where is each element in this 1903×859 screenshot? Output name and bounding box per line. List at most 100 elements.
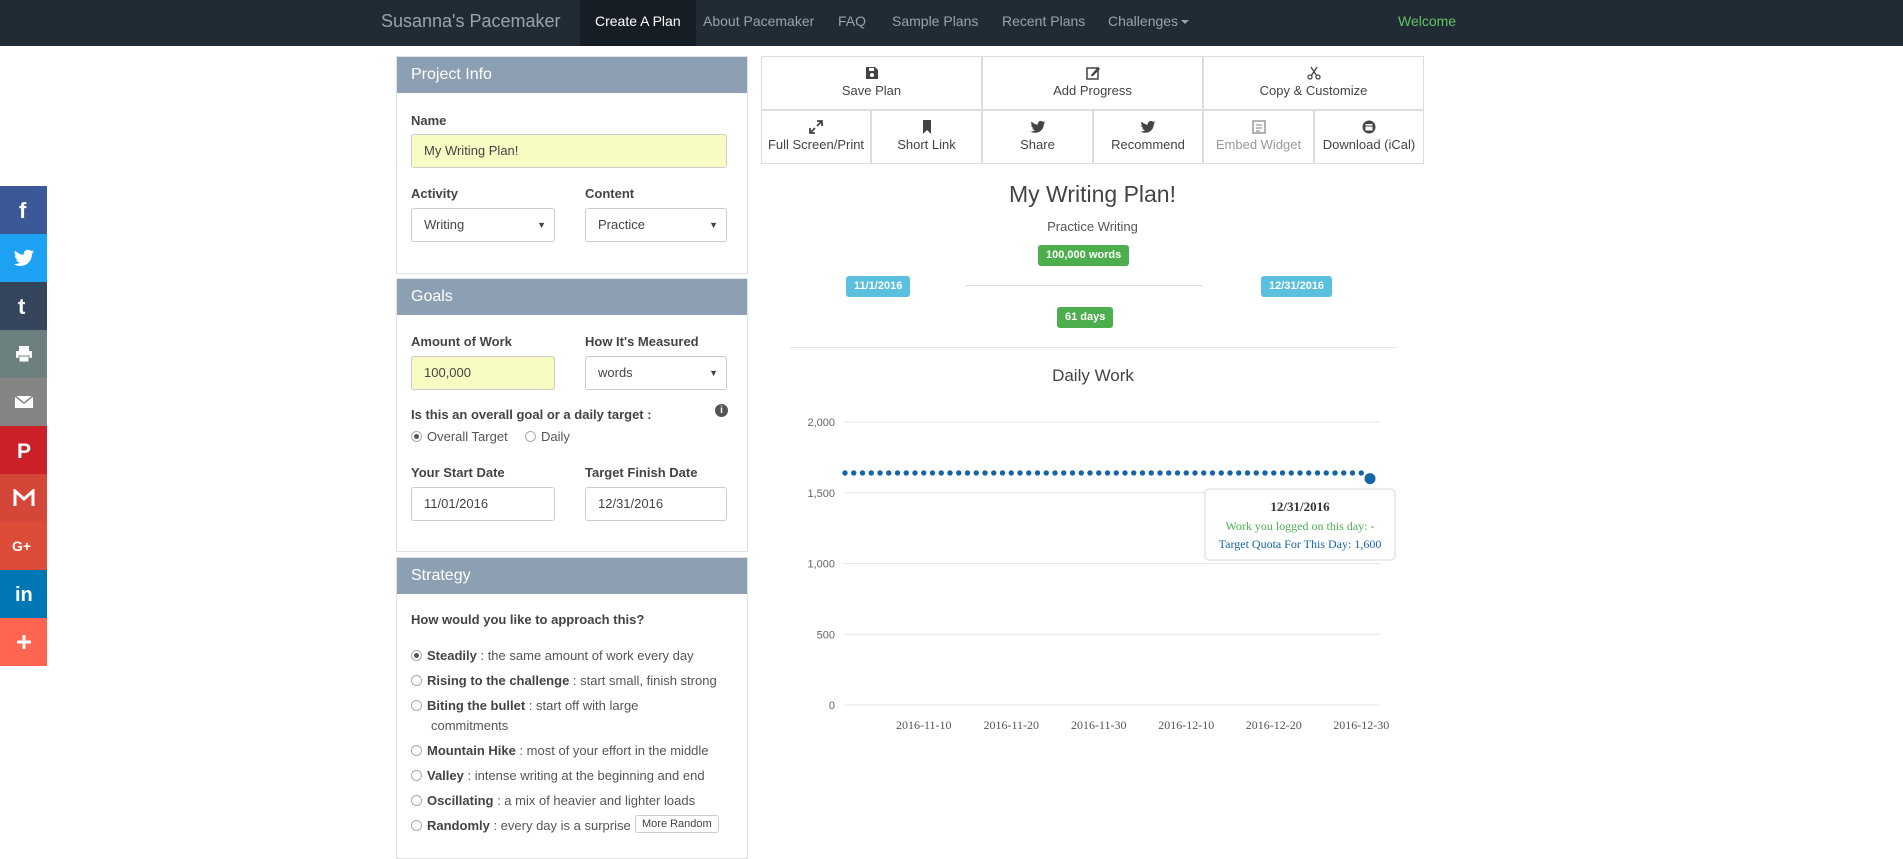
more-random-button[interactable]: More Random (635, 815, 719, 833)
data-point[interactable] (956, 470, 962, 476)
data-point[interactable] (1087, 470, 1093, 476)
highlighted-data-point[interactable] (1364, 473, 1376, 485)
facebook-share-button[interactable]: f (0, 186, 47, 234)
linkedin-share-button[interactable]: in (0, 570, 47, 618)
data-point[interactable] (973, 470, 979, 476)
data-point[interactable] (868, 470, 874, 476)
data-point[interactable] (1323, 470, 1329, 476)
data-point[interactable] (1253, 470, 1259, 476)
data-point[interactable] (1166, 470, 1172, 476)
gmail-share-button[interactable] (0, 474, 47, 522)
strategy-option-randomly[interactable]: Randomly : every day is a surprise (411, 818, 631, 833)
data-point[interactable] (1314, 470, 1321, 476)
nav-create-plan[interactable]: Create A Plan (580, 0, 696, 46)
googleplus-share-button[interactable]: G+ (0, 522, 47, 570)
data-point[interactable] (1201, 470, 1207, 476)
data-point[interactable] (1008, 470, 1014, 476)
brand-link[interactable]: Susanna's Pacemaker (381, 11, 561, 31)
data-point[interactable] (1017, 470, 1023, 476)
data-point[interactable] (877, 470, 883, 476)
data-point[interactable] (1236, 470, 1242, 476)
data-point[interactable] (1209, 470, 1216, 476)
amount-input[interactable]: 100,000 (411, 356, 555, 390)
data-point[interactable] (964, 470, 971, 476)
data-point[interactable] (1113, 470, 1119, 476)
overall-target-radio[interactable]: Overall Target (411, 429, 508, 444)
data-point[interactable] (1148, 470, 1154, 476)
data-point[interactable] (947, 470, 953, 476)
nav-challenges[interactable]: Challenges (1108, 0, 1190, 46)
data-point[interactable] (1139, 470, 1146, 476)
data-point[interactable] (999, 470, 1006, 476)
data-point[interactable] (1262, 470, 1268, 476)
data-point[interactable] (1061, 470, 1067, 476)
data-point[interactable] (1183, 470, 1189, 476)
more-share-button[interactable] (0, 618, 47, 666)
data-point[interactable] (1122, 470, 1128, 476)
strategy-option-rising[interactable]: Rising to the challenge : start small, f… (411, 673, 717, 688)
twitter-share-button[interactable] (0, 234, 47, 282)
data-point[interactable] (938, 470, 944, 476)
data-point[interactable] (991, 470, 997, 476)
download-ical-button[interactable]: Download (iCal) (1314, 110, 1424, 164)
fullscreen-button[interactable]: Full Screen/Print (761, 110, 871, 164)
data-point[interactable] (1096, 470, 1102, 476)
pinterest-share-button[interactable]: P (0, 426, 47, 474)
data-point[interactable] (1157, 470, 1163, 476)
share-button[interactable]: Share (982, 110, 1093, 164)
nav-faq[interactable]: FAQ (838, 13, 867, 29)
nav-about[interactable]: About Pacemaker (703, 13, 815, 29)
add-progress-button[interactable]: Add Progress (982, 56, 1203, 110)
data-point[interactable] (1174, 470, 1181, 476)
daily-radio[interactable]: Daily (525, 429, 570, 444)
data-point[interactable] (1306, 470, 1312, 476)
data-point[interactable] (1218, 470, 1224, 476)
data-point[interactable] (1244, 470, 1251, 476)
data-point[interactable] (1069, 470, 1076, 476)
data-point[interactable] (1227, 470, 1233, 476)
data-point[interactable] (894, 470, 901, 476)
data-point[interactable] (1043, 470, 1049, 476)
plan-name-input[interactable]: My Writing Plan! (411, 134, 727, 168)
info-icon[interactable]: i (715, 404, 728, 417)
data-point[interactable] (1341, 470, 1347, 476)
strategy-option-biting[interactable]: Biting the bullet : start off with large (411, 698, 638, 713)
data-point[interactable] (1271, 470, 1277, 476)
save-plan-button[interactable]: Save Plan (761, 56, 982, 110)
welcome-link[interactable]: Welcome (1398, 13, 1457, 29)
data-point[interactable] (1358, 470, 1364, 476)
start-date-input[interactable]: 11/01/2016 (411, 487, 555, 521)
activity-select[interactable]: Writing ▼ (411, 208, 555, 242)
data-point[interactable] (921, 470, 927, 476)
copy-customize-button[interactable]: Copy & Customize (1203, 56, 1424, 110)
data-point[interactable] (1131, 470, 1137, 476)
data-point[interactable] (1192, 470, 1198, 476)
data-point[interactable] (982, 470, 988, 476)
strategy-option-oscillating[interactable]: Oscillating : a mix of heavier and light… (411, 793, 695, 808)
data-point[interactable] (1288, 470, 1294, 476)
short-link-button[interactable]: Short Link (871, 110, 982, 164)
strategy-option-valley[interactable]: Valley : intense writing at the beginnin… (411, 768, 705, 783)
data-point[interactable] (1078, 470, 1084, 476)
content-select[interactable]: Practice ▼ (585, 208, 727, 242)
data-point[interactable] (886, 470, 892, 476)
finish-date-input[interactable]: 12/31/2016 (585, 487, 727, 521)
print-share-button[interactable] (0, 330, 47, 378)
data-point[interactable] (1034, 470, 1041, 476)
data-point[interactable] (1052, 470, 1058, 476)
data-point[interactable] (1297, 470, 1303, 476)
data-point[interactable] (1332, 470, 1338, 476)
data-point[interactable] (1026, 470, 1032, 476)
data-point[interactable] (851, 470, 857, 476)
embed-widget-button[interactable]: Embed Widget (1203, 110, 1314, 164)
data-point[interactable] (1104, 470, 1111, 476)
data-point[interactable] (842, 470, 848, 476)
strategy-option-steadily[interactable]: Steadily : the same amount of work every… (411, 648, 694, 663)
strategy-option-mountain[interactable]: Mountain Hike : most of your effort in t… (411, 743, 709, 758)
data-point[interactable] (1279, 470, 1286, 476)
data-point[interactable] (903, 470, 909, 476)
measure-select[interactable]: words ▼ (585, 356, 727, 390)
data-point[interactable] (859, 470, 866, 476)
data-point[interactable] (1349, 470, 1356, 476)
nav-recent-plans[interactable]: Recent Plans (1002, 13, 1086, 29)
